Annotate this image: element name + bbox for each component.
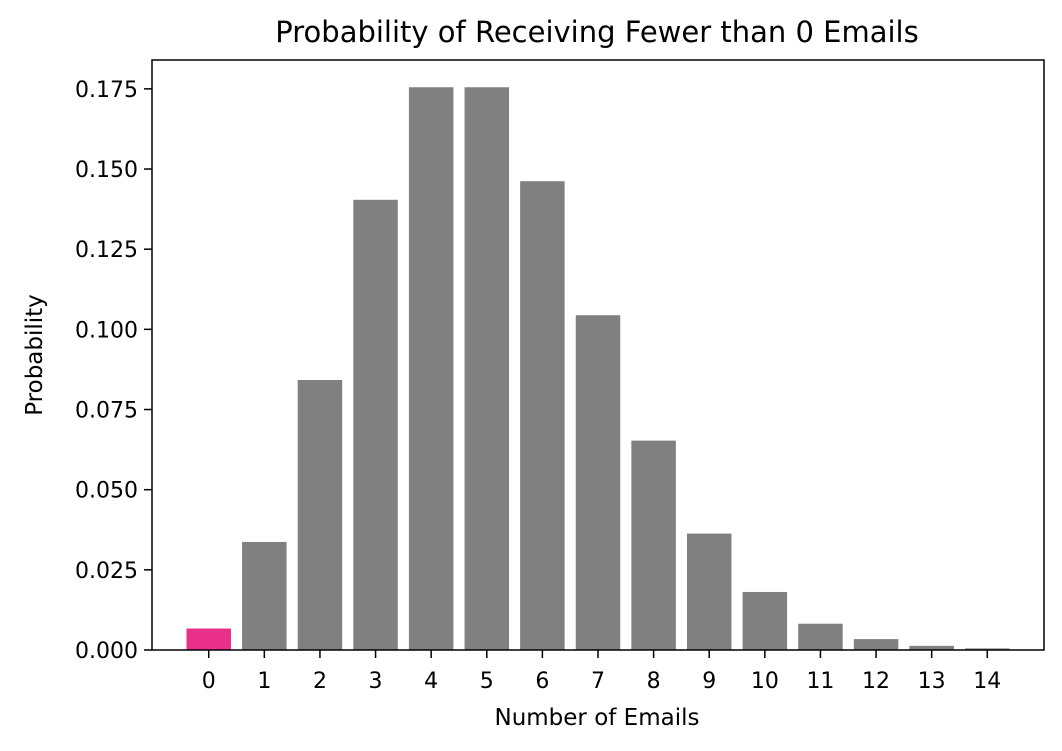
x-tick-label: 2 xyxy=(313,669,327,694)
x-tick-label: 9 xyxy=(702,669,716,694)
x-tick-label: 7 xyxy=(591,669,605,694)
bar-9 xyxy=(686,533,732,650)
y-axis-label: Probability xyxy=(22,294,48,416)
y-tick-label: 0.050 xyxy=(75,479,138,504)
bar-6 xyxy=(520,181,565,650)
x-axis: 0 1 2 3 4 5 6 7 8 9 10 11 12 13 14 xyxy=(202,650,1001,694)
bar-2 xyxy=(297,380,343,650)
x-tick-label: 12 xyxy=(862,669,890,694)
bar-3 xyxy=(353,199,398,650)
bar-0 xyxy=(186,628,231,650)
bar-13 xyxy=(909,645,954,650)
x-tick-label: 8 xyxy=(647,669,661,694)
x-tick-label: 13 xyxy=(918,669,946,694)
x-tick-label: 4 xyxy=(424,669,438,694)
x-axis-label: Number of Emails xyxy=(495,705,700,731)
bar-10 xyxy=(742,591,788,650)
y-tick-label: 0.000 xyxy=(75,639,138,664)
x-tick-label: 10 xyxy=(751,669,779,694)
bar-8 xyxy=(631,440,676,650)
y-tick-label: 0.175 xyxy=(75,78,138,103)
x-tick-label: 6 xyxy=(535,669,549,694)
bar-14 xyxy=(965,648,1010,650)
x-tick-label: 14 xyxy=(973,669,1001,694)
bar-5 xyxy=(464,87,510,650)
bar-12 xyxy=(853,639,899,650)
x-tick-label: 0 xyxy=(202,669,216,694)
plot-frame xyxy=(151,59,1045,651)
y-tick-label: 0.100 xyxy=(75,318,138,343)
bar-4 xyxy=(408,87,454,650)
bar-7 xyxy=(575,315,621,650)
x-tick-label: 1 xyxy=(257,669,271,694)
chart-title: Probability of Receiving Fewer than 0 Em… xyxy=(275,15,918,49)
y-tick-label: 0.025 xyxy=(75,559,138,584)
y-tick-label: 0.150 xyxy=(75,158,138,183)
y-tick-label: 0.075 xyxy=(75,399,138,424)
x-tick-label: 3 xyxy=(369,669,383,694)
y-axis: 0.000 0.025 0.050 0.075 0.100 0.125 0.150 0.175 xyxy=(75,78,152,664)
bar-11 xyxy=(798,623,843,650)
bars-group xyxy=(186,87,1010,650)
x-tick-label: 5 xyxy=(480,669,494,694)
y-tick-label: 0.125 xyxy=(75,238,138,263)
bar-1 xyxy=(242,541,287,650)
x-tick-label: 11 xyxy=(806,669,834,694)
